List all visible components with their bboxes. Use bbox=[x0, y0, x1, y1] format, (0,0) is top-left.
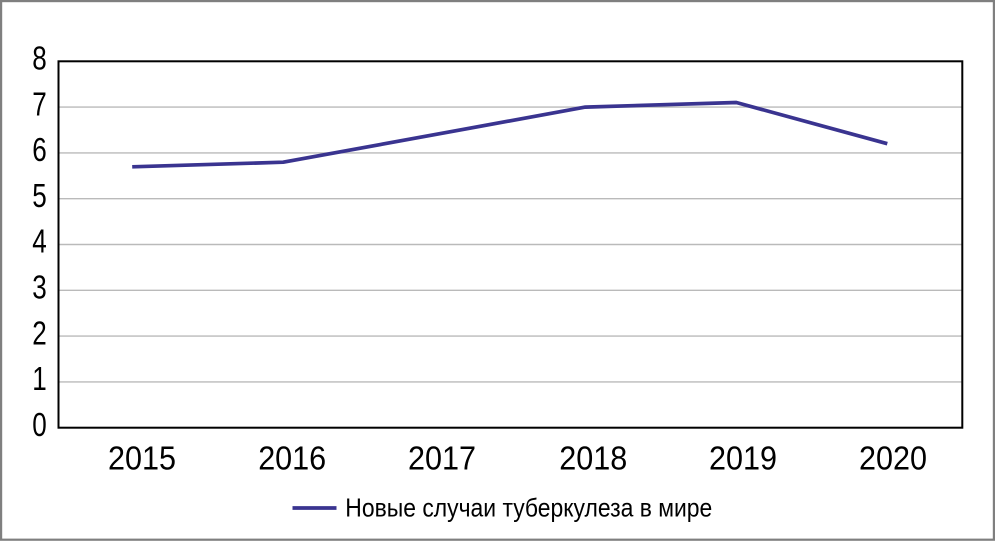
svg-text:5: 5 bbox=[32, 177, 47, 214]
svg-text:2016: 2016 bbox=[258, 440, 326, 477]
svg-text:0: 0 bbox=[32, 406, 47, 443]
svg-text:Новые случаи туберкулеза в мир: Новые случаи туберкулеза в мире bbox=[345, 495, 712, 523]
svg-text:2015: 2015 bbox=[108, 440, 176, 477]
svg-text:1: 1 bbox=[32, 360, 47, 397]
svg-text:2020: 2020 bbox=[859, 440, 927, 477]
svg-text:2018: 2018 bbox=[559, 440, 627, 477]
svg-text:7: 7 bbox=[32, 85, 47, 122]
svg-text:2017: 2017 bbox=[408, 440, 476, 477]
svg-text:2019: 2019 bbox=[709, 440, 777, 477]
svg-text:8: 8 bbox=[32, 40, 47, 77]
svg-text:3: 3 bbox=[32, 269, 47, 306]
svg-text:2: 2 bbox=[32, 314, 47, 351]
svg-text:4: 4 bbox=[32, 223, 47, 260]
svg-text:6: 6 bbox=[32, 131, 47, 168]
